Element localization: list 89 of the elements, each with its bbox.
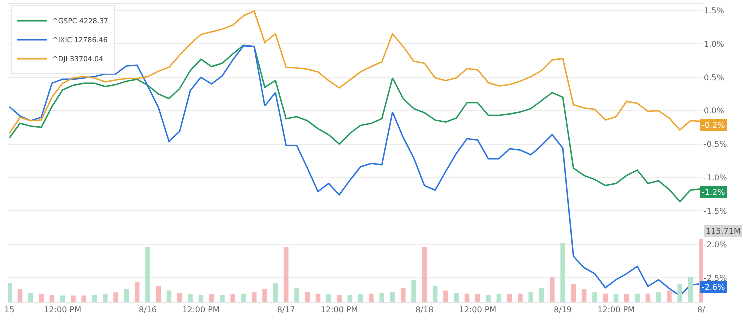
bar [337,295,342,302]
bar [28,293,34,302]
x-tick-label: 8/17 [277,306,296,315]
bar [496,294,502,302]
bar [262,289,268,302]
x-tick-label: 12:00 PM [44,306,82,315]
x-tick-label: 12:00 PM [598,306,636,315]
y-tick-label: -1.0% [704,174,728,183]
bar [539,288,544,302]
bar [230,294,236,302]
bar [688,276,694,302]
y-tick-label: 0.5% [704,73,725,82]
bar [82,296,86,302]
bar [464,294,470,302]
bar [60,296,66,302]
bar [166,290,172,302]
bar [422,248,428,302]
bar [146,248,150,302]
bar [71,296,76,302]
bar [550,276,555,302]
bar [177,293,182,302]
bar [316,294,321,302]
bar [603,294,608,302]
bar [507,294,512,302]
bar [114,292,118,302]
bar [156,286,161,302]
bar [273,283,278,302]
bar [305,292,310,302]
y-tick-label: -0.5% [704,140,728,150]
bar [518,294,523,302]
bar [486,295,491,302]
bar [241,294,246,302]
bar [390,292,396,302]
bar [124,289,130,302]
x-tick-label: 8/ [698,306,706,315]
x-tick-label: 12:00 PM [459,306,497,315]
bar [18,289,23,302]
x-tick-label: 8/19 [554,306,572,315]
bar [412,280,416,302]
bar [358,294,364,302]
annotation: -2.6% [702,283,726,292]
bar [528,292,534,302]
bar [560,243,566,302]
bar [646,294,651,302]
bar [198,295,204,302]
y-tick-label: -2.5% [704,274,728,283]
bar [624,294,630,302]
bar [635,294,640,302]
bar [326,294,332,302]
bar [401,288,406,302]
bar [252,292,257,302]
bar [50,295,55,302]
annotation: -1.2% [702,188,726,197]
bar [220,295,225,302]
bar [134,282,140,302]
y-tick-label: 1.5% [704,6,725,16]
x-tick-label: 15 [4,306,15,315]
bar [294,288,300,302]
y-tick-label: 0.0% [704,106,725,116]
bar [432,286,438,302]
annotation: -0.2% [702,121,726,130]
y-tick-label: 1.0% [704,40,725,49]
bar [8,283,12,302]
bar [678,284,683,302]
bar [284,248,289,302]
bar [444,290,448,302]
x-tick-label: 8/18 [416,306,434,315]
x-tick-label: 8/16 [138,306,157,315]
y-tick-label: -1.5% [704,206,728,216]
x-tick-label: 12:00 PM [320,306,358,315]
bar [582,289,587,302]
bar [614,294,619,302]
text: 115.71M [706,227,741,236]
bar [380,293,384,302]
bar [476,294,480,302]
bar [454,293,459,302]
bar [92,295,98,302]
x-tick-label: 12:00 PM [182,306,220,315]
bar [188,294,193,302]
bar [39,294,44,302]
bar [102,294,108,302]
bar [369,294,374,302]
bar [209,294,214,302]
y-tick-label: -2.0% [704,240,728,250]
bar [571,284,576,302]
bar [592,292,598,302]
bar [348,295,353,302]
bar [667,290,672,302]
bar [656,292,662,302]
